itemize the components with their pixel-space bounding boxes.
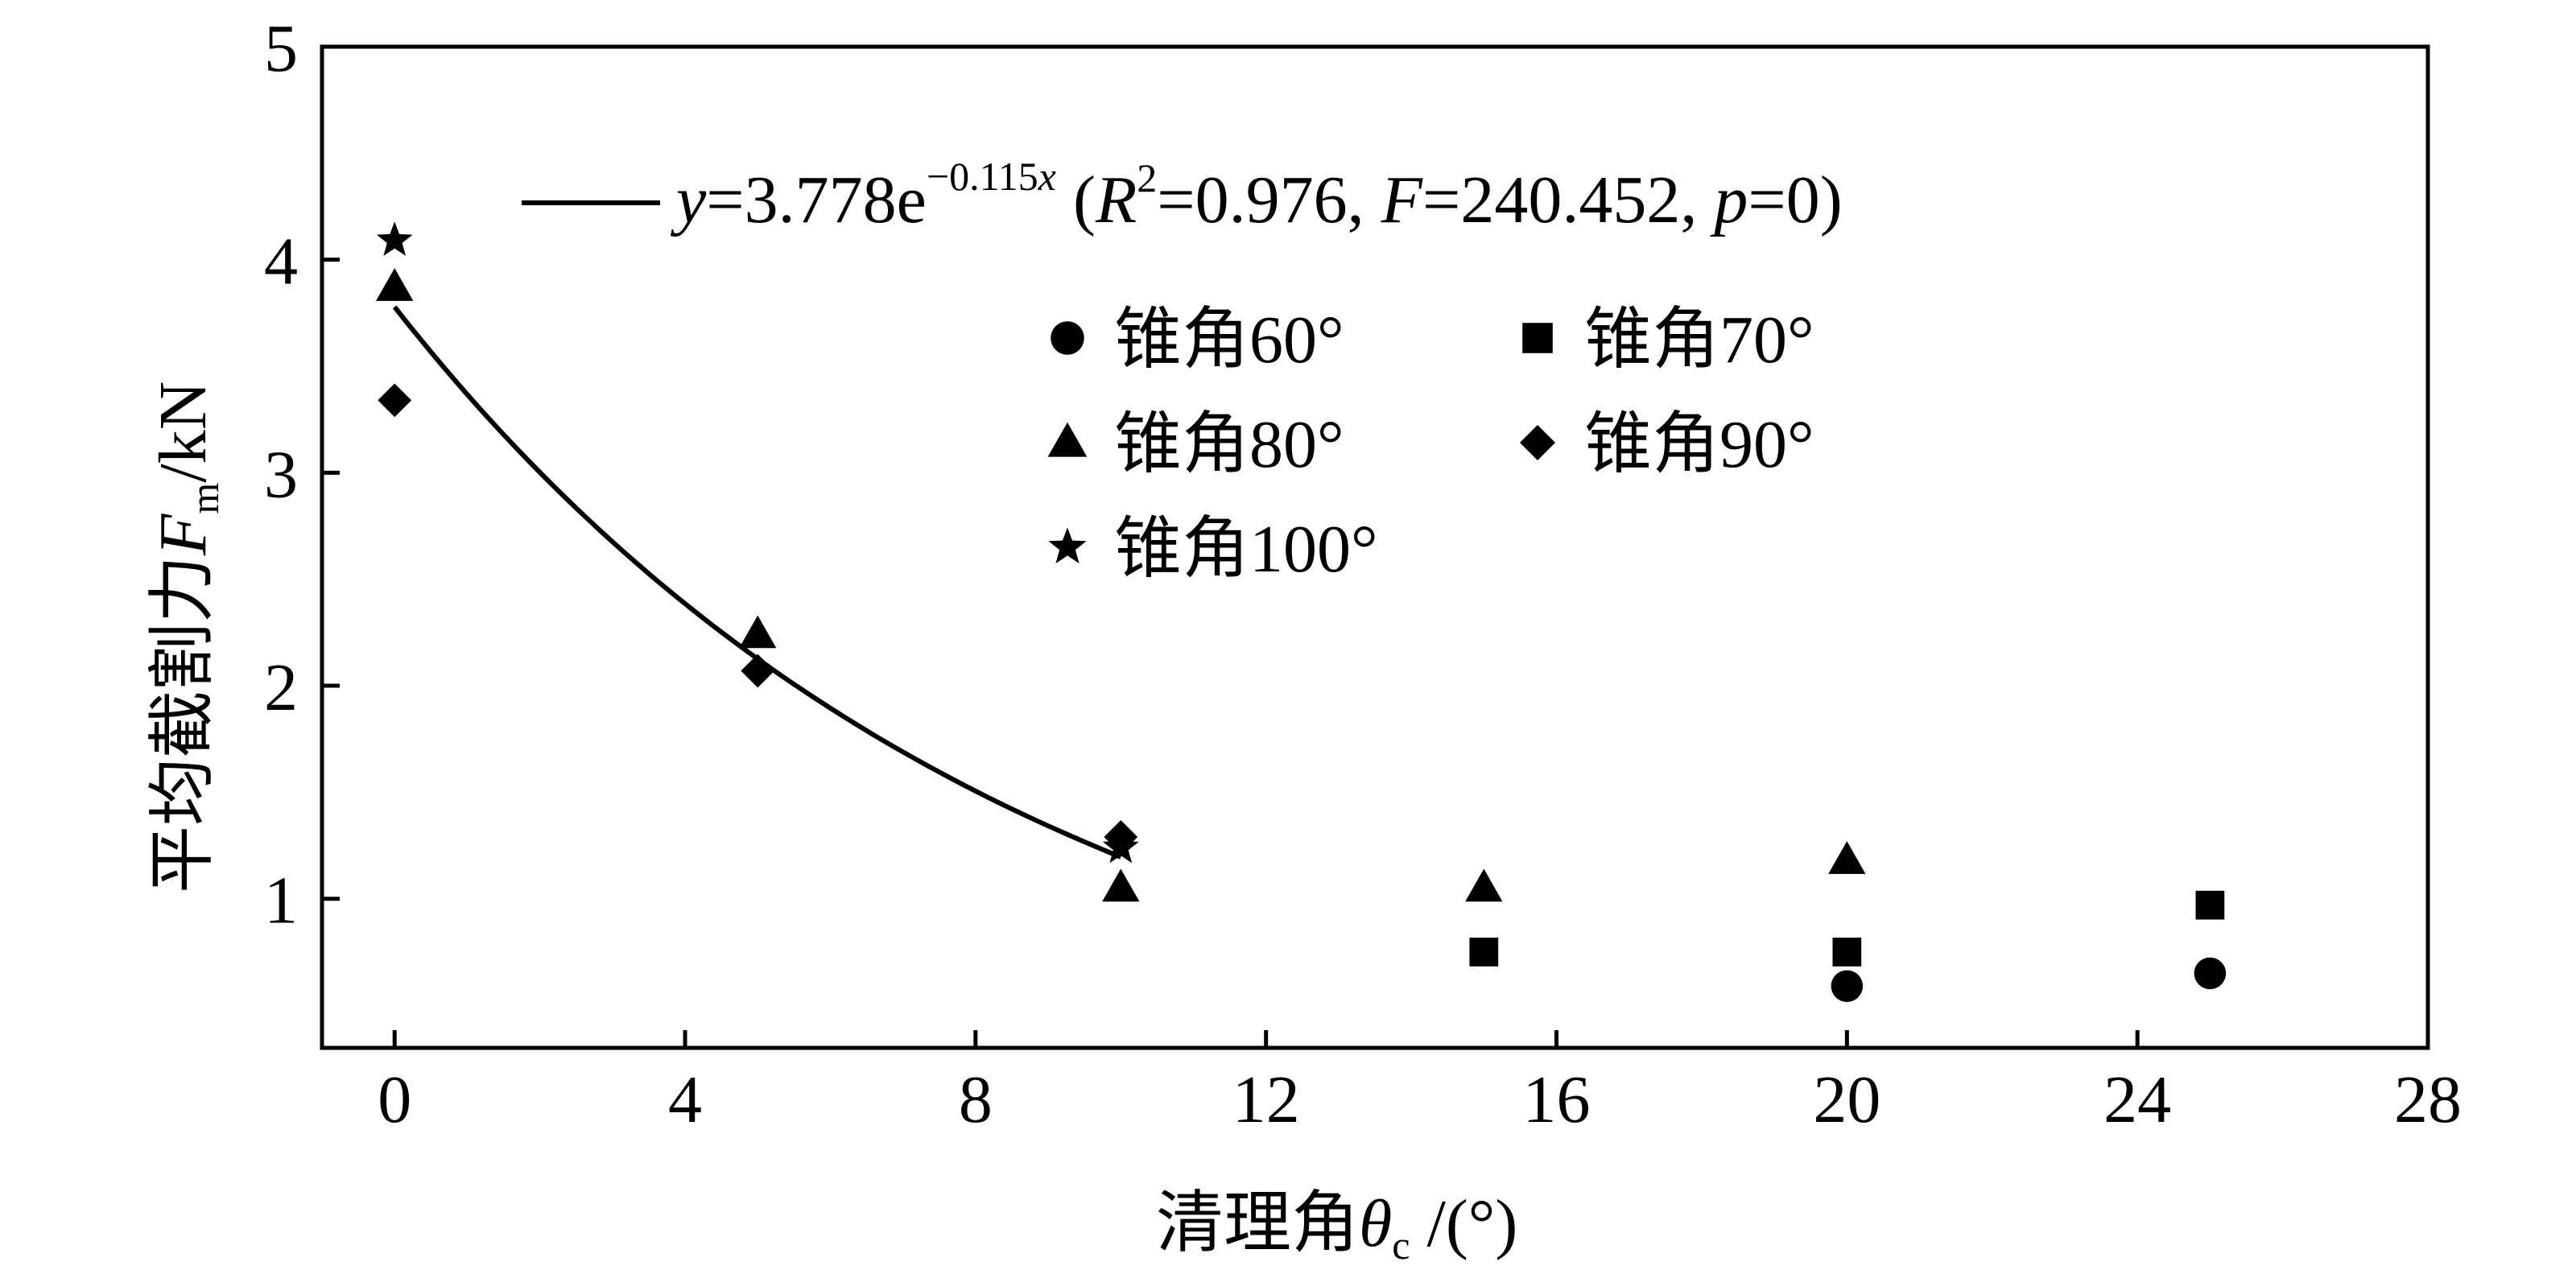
legend-label: 锥角100° — [1114, 512, 1378, 587]
legend-marker-circle — [1051, 321, 1084, 355]
y-tick-label: 5 — [264, 11, 298, 86]
y-axis-title: 平均截割力Fm/kN — [146, 381, 227, 893]
legend-marker-star — [1048, 527, 1087, 564]
x-tick-label: 20 — [1813, 1062, 1880, 1137]
x-tick-label: 24 — [2103, 1062, 2171, 1137]
data-point-diamond — [378, 383, 412, 418]
x-tick-label: 28 — [2394, 1062, 2462, 1137]
y-tick-label: 3 — [264, 437, 298, 512]
y-axis: 1 2 3 4 5 — [264, 11, 340, 938]
x-tick-label: 0 — [378, 1062, 411, 1137]
legend-marker-diamond — [1520, 425, 1555, 460]
fit-equation: y=3.778e−0.115x (R2=0.976, F=240.452, p=… — [670, 154, 1843, 237]
legend-label: 锥角70° — [1584, 303, 1814, 377]
fit-legend: y=3.778e−0.115x (R2=0.976, F=240.452, p=… — [522, 154, 1843, 237]
y-tick-label: 1 — [264, 864, 298, 938]
legend-label: 锥角60° — [1114, 303, 1344, 377]
data-point-triangle — [739, 615, 777, 649]
legend-marker-square — [1522, 323, 1553, 353]
x-axis-title: 清理角θc /(°) — [1156, 1186, 1517, 1268]
data-point-square — [1832, 938, 1862, 967]
data-point-star — [1102, 828, 1139, 864]
x-axis: 0 4 8 12 16 20 24 28 — [378, 1030, 2462, 1137]
legend-label: 锥角80° — [1114, 407, 1344, 482]
legend-label: 锥角90° — [1584, 407, 1814, 482]
legend-marker-triangle — [1047, 422, 1088, 457]
data-point-square — [1469, 938, 1499, 967]
y-tick-label: 2 — [264, 650, 298, 725]
data-point-circle — [2194, 957, 2227, 990]
legend: 锥角60° 锥角70° 锥角80° 锥角90° 锥角100° — [1047, 303, 1814, 587]
y-tick-label: 4 — [264, 225, 298, 299]
fit-curve — [392, 305, 1122, 860]
data-point-square — [2195, 890, 2225, 920]
data-point-star — [376, 221, 413, 256]
x-tick-label: 8 — [959, 1062, 993, 1137]
data-points — [376, 221, 2227, 1003]
x-tick-label: 4 — [668, 1062, 702, 1137]
data-point-circle — [1831, 970, 1864, 1003]
data-point-triangle — [1465, 868, 1503, 902]
data-point-diamond — [741, 654, 775, 688]
plot-frame — [320, 44, 2430, 1050]
data-point-triangle — [1102, 868, 1140, 902]
data-point-triangle — [1828, 841, 1866, 874]
data-point-triangle — [376, 268, 414, 301]
x-tick-label: 16 — [1523, 1062, 1591, 1137]
x-tick-label: 12 — [1232, 1062, 1300, 1137]
